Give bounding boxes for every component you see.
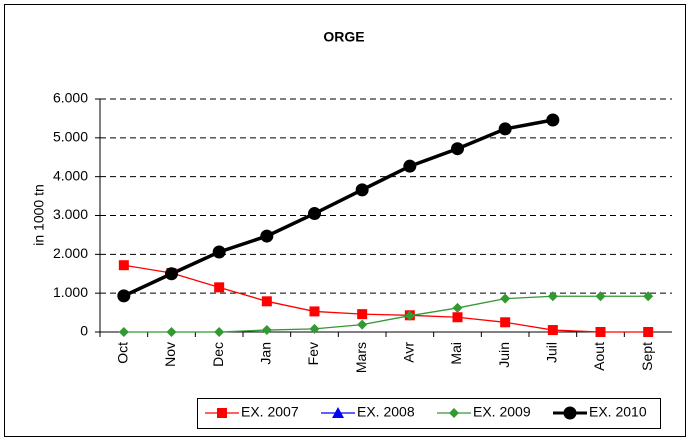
y-tick-label: 2.000 (53, 245, 88, 261)
x-tick-label: Avr (401, 342, 417, 363)
point (452, 312, 463, 323)
x-tick-label: Mai (448, 342, 464, 365)
point (166, 327, 177, 337)
x-tick-label: Juin (496, 342, 512, 368)
x-tick-label: Dec (210, 342, 226, 367)
point (308, 207, 321, 221)
point (309, 323, 320, 334)
chart-title: ORGE (323, 29, 364, 45)
x-tick-label: Sept (639, 342, 655, 371)
point (214, 282, 225, 293)
point (118, 327, 129, 337)
series-line (123, 264, 649, 333)
point (547, 291, 558, 302)
legend-label: EX. 2008 (357, 404, 415, 420)
point (451, 142, 464, 156)
point (357, 309, 368, 320)
point (643, 291, 654, 302)
legend-label: EX. 2010 (589, 404, 647, 420)
x-tick-label: Oct (115, 342, 131, 364)
point (547, 325, 558, 336)
x-tick-label: Nov (162, 342, 178, 367)
y-axis-label: in 1000 tn (31, 184, 47, 246)
legend-marker (563, 406, 577, 420)
point (403, 159, 417, 173)
y-tick-label: 6.000 (53, 90, 88, 106)
x-tick-label: Mars (353, 342, 369, 373)
point (404, 310, 415, 321)
point (165, 267, 178, 281)
x-tick-label: Fev (305, 342, 321, 365)
point (546, 113, 560, 127)
x-tick-label: Juil (544, 342, 560, 363)
point (643, 327, 654, 337)
y-tick-label: 3.000 (53, 206, 88, 222)
legend-marker (217, 408, 227, 418)
x-tick-label: Jan (258, 342, 274, 365)
x-tick-label: Aout (591, 342, 607, 371)
point (355, 183, 369, 197)
point (261, 296, 272, 307)
point (212, 245, 226, 259)
y-tick-label: 0 (80, 323, 88, 339)
point (500, 317, 511, 328)
point (357, 319, 368, 330)
point (595, 327, 606, 337)
point (214, 327, 225, 337)
y-tick-label: 4.000 (53, 167, 88, 183)
point (309, 306, 320, 317)
chart-border (4, 4, 686, 437)
legend-label: EX. 2009 (473, 404, 531, 420)
point (260, 229, 274, 243)
y-tick-label: 5.000 (53, 129, 88, 145)
point (261, 325, 272, 336)
point (595, 291, 606, 302)
point (452, 302, 463, 313)
point (500, 293, 511, 304)
y-tick-label: 1.000 (53, 284, 88, 300)
legend-marker (449, 408, 459, 418)
point (117, 289, 131, 303)
point (498, 122, 512, 136)
legend-marker (332, 407, 344, 418)
series-line (123, 295, 649, 333)
point (118, 260, 129, 271)
series-line (123, 118, 554, 298)
legend-label: EX. 2007 (241, 404, 299, 420)
